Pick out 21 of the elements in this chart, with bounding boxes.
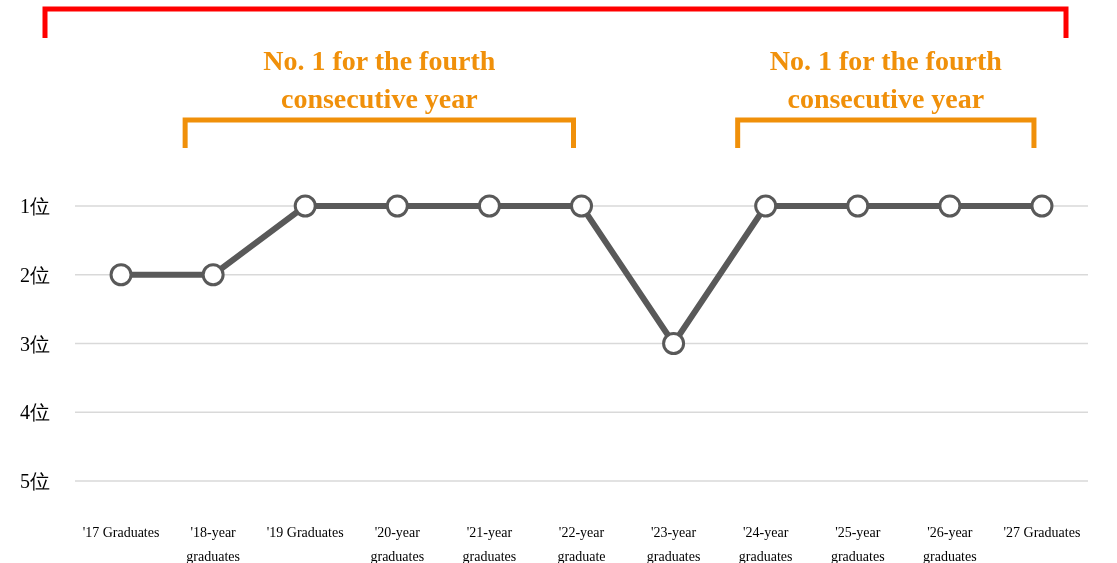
point	[385, 194, 409, 218]
x-tick-label: '27 Graduates	[1003, 525, 1081, 540]
point	[846, 194, 870, 218]
point	[477, 194, 501, 218]
point	[662, 332, 686, 355]
point	[201, 263, 225, 287]
point	[293, 194, 317, 218]
text: No. 1 for the fourth consecutive year	[769, 45, 1003, 114]
y-tick-label: 1位	[20, 195, 50, 217]
point	[1030, 194, 1054, 218]
y-tick-label: 3位	[20, 332, 50, 355]
point	[754, 194, 778, 218]
y-tick-label: 2位	[20, 263, 50, 286]
point	[570, 194, 593, 218]
x-tick-label: '17 Graduates	[82, 525, 160, 540]
y-tick-label: 5位	[20, 470, 50, 492]
text: No. 1 for the fourth consecutive year	[263, 45, 496, 114]
x-tick-label: '19 Graduates	[266, 525, 344, 540]
point	[109, 263, 133, 287]
point	[938, 194, 962, 218]
y-tick-label: 4位	[20, 401, 50, 424]
